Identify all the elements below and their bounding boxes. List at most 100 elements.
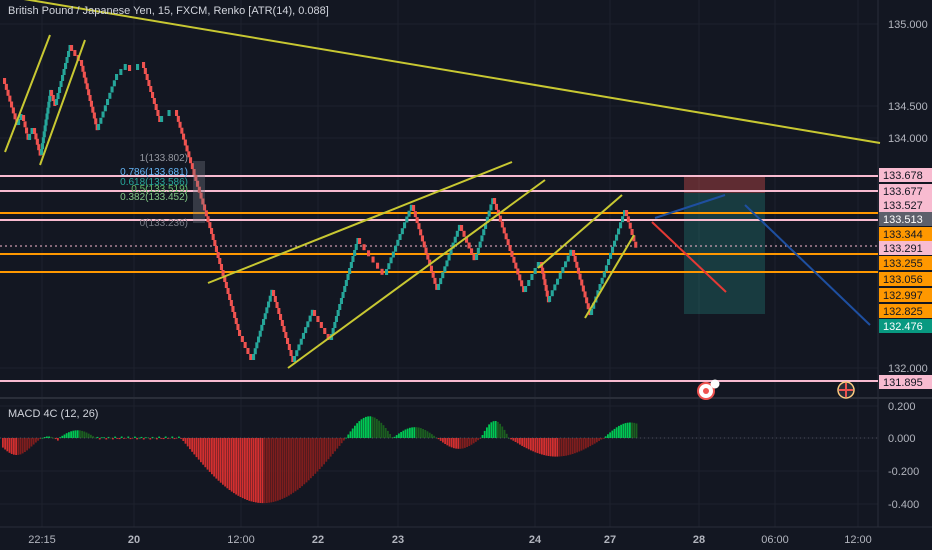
renko-brick [455, 230, 459, 237]
macd-bar [615, 427, 618, 438]
macd-bar [426, 431, 429, 438]
macd-bar [433, 435, 435, 438]
renko-brick [306, 321, 310, 328]
trend-lines[interactable] [0, 0, 881, 369]
macd-bar [235, 438, 237, 495]
renko-brick [484, 223, 488, 229]
macd-bar [142, 438, 145, 440]
macd-bar [248, 438, 251, 501]
macd-bar [417, 427, 420, 438]
macd-bar [46, 436, 48, 438]
price-tag: 132.825 [879, 304, 932, 318]
renko-brick [158, 116, 162, 122]
renko-brick [30, 128, 34, 134]
macd-bar [105, 438, 108, 440]
macd-bar [112, 438, 114, 440]
chart-title: British Pound / Japanese Yen, 15, FXCM, … [8, 5, 329, 17]
renko-brick [426, 253, 430, 260]
renko-brick [470, 248, 474, 255]
macd-bar [310, 438, 312, 479]
renko-brick [286, 338, 290, 344]
macd-bar [365, 416, 367, 438]
renko-brick [353, 250, 357, 256]
renko-brick [467, 242, 471, 249]
macd-tick: 0.200 [888, 401, 916, 413]
fib-retracement[interactable]: 1(133.802)0.786(133.681)0.618(133.586)0.… [120, 153, 205, 229]
macd-bar [74, 430, 77, 438]
renko-brick [502, 227, 506, 234]
macd-bar [358, 421, 361, 438]
macd-bar [230, 438, 233, 492]
macd-bar [479, 438, 482, 439]
price-tag-label: 133.056 [883, 274, 923, 286]
macd-bar [475, 438, 477, 442]
macd-bar [431, 434, 433, 438]
renko-brick [280, 320, 284, 326]
macd-bar [384, 428, 387, 438]
macd-bar [151, 436, 154, 438]
macd-bar [527, 438, 530, 450]
macd-bar [189, 438, 191, 450]
renko-brick [240, 336, 244, 342]
macd-bar [134, 436, 136, 438]
macd-bar [354, 425, 356, 438]
renko-brick [391, 251, 395, 258]
macd-bar [72, 430, 75, 438]
renko-brick [272, 290, 276, 296]
renko-brick [607, 259, 611, 265]
renko-brick [295, 350, 299, 357]
renko-brick [8, 95, 12, 102]
renko-brick [40, 149, 44, 155]
markers[interactable] [697, 379, 855, 400]
price-tick: 134.000 [888, 133, 928, 145]
price-tag-label: 133.527 [883, 200, 923, 212]
macd-bar [389, 434, 391, 438]
renko-brick [356, 238, 360, 244]
macd-bar [94, 437, 97, 439]
macd-bar [103, 437, 105, 439]
macd-bar [351, 428, 354, 438]
macd-bar [472, 438, 475, 444]
macd-bar [180, 438, 182, 439]
macd-bar [327, 438, 330, 460]
fib-label: 0(133.236) [140, 218, 188, 229]
macd-bar [547, 438, 550, 456]
macd-bar [252, 438, 255, 502]
macd-bar [395, 435, 398, 438]
renko-brick [89, 100, 93, 107]
renko-brick [80, 60, 84, 66]
macd-bar [219, 438, 222, 483]
macd-bar [61, 435, 64, 438]
renko-brick [277, 308, 281, 314]
macd-bar [257, 438, 259, 503]
renko-brick [35, 138, 39, 145]
renko-brick [70, 45, 74, 51]
renko-brick [88, 95, 92, 101]
renko-brick [400, 228, 404, 235]
time-tick: 22:15 [28, 534, 56, 546]
macd-bar [565, 438, 567, 456]
macd-bar [446, 438, 449, 446]
macd-bar [536, 438, 539, 454]
renko-brick [578, 273, 582, 280]
axes: 135.000 134.500 134.000 132.000 0.200 0.000 -0… [28, 19, 928, 546]
macd-bar [283, 438, 286, 498]
renko-brick [229, 300, 233, 306]
renko-brick [28, 134, 32, 140]
renko-brick [273, 296, 277, 302]
macd-bar [50, 436, 53, 438]
fib-label: 1(133.802) [140, 153, 188, 164]
macd-bar [611, 430, 614, 438]
macd-bar [70, 431, 72, 438]
macd-bar [4, 438, 6, 450]
renko-brick [351, 256, 355, 262]
macd-bar [444, 438, 446, 444]
macd-bar [349, 431, 352, 438]
macd-bar [512, 438, 515, 441]
macd-bar [43, 437, 46, 438]
macd-bar [497, 421, 499, 438]
macd-histogram [0, 416, 878, 504]
macd-bar [543, 438, 545, 456]
renko-brick [218, 258, 222, 264]
